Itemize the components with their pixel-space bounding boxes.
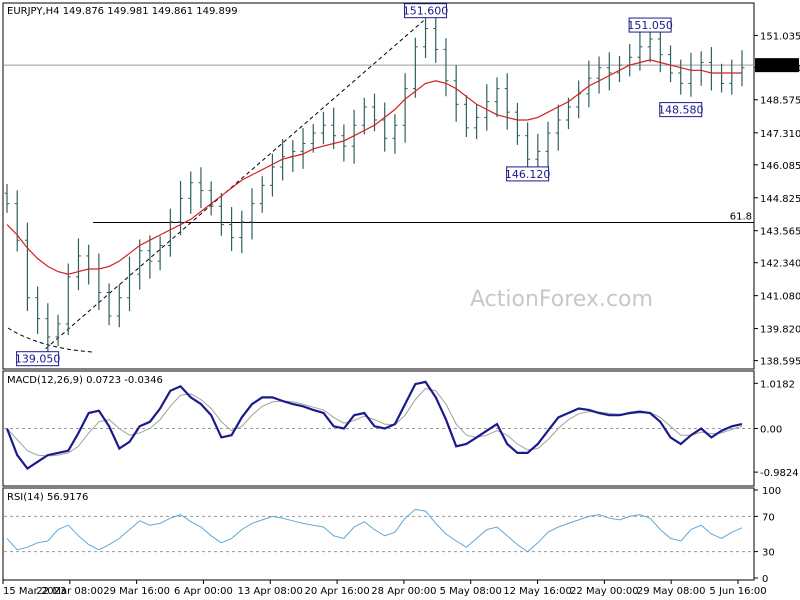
time-axis-label: 29 May 08:00 [637, 586, 706, 597]
time-axis-label: 28 Apr 00:00 [371, 586, 436, 597]
price-axis-label: 138.595 [760, 357, 800, 368]
time-axis-label: 22 May 00:00 [570, 586, 639, 597]
rsi-axis-label: 100 [762, 486, 781, 497]
price-panel-frame [2, 2, 755, 370]
callout-label: 151.050 [627, 19, 673, 32]
callout-label: 148.580 [658, 104, 704, 117]
callout-box [628, 17, 672, 33]
price-axis-label: 147.310 [760, 129, 800, 140]
price-axis-label: 142.340 [760, 259, 800, 270]
callout-box [659, 102, 703, 118]
time-axis-label: 12 May 16:00 [503, 586, 572, 597]
price-axis-label: 144.825 [760, 194, 800, 205]
macd-line [5, 380, 743, 470]
callout-box [16, 351, 60, 367]
time-axis-label: 5 May 08:00 [440, 586, 502, 597]
callout-label: 146.120 [505, 168, 551, 181]
rsi-plot [4, 508, 754, 553]
callout-box [506, 166, 550, 182]
callout-label: 151.600 [403, 5, 449, 18]
axis-labels: 151.035149.810148.575147.310146.085144.8… [2, 31, 800, 597]
time-axis-label: 13 Apr 08:00 [238, 586, 303, 597]
price-axis-label: 141.080 [760, 292, 800, 303]
time-axis-label: 15 Mar 2023 [3, 586, 66, 597]
price-axis-label: 148.575 [760, 96, 800, 107]
rsi-panel-frame [2, 487, 755, 581]
price-axis-label: 143.565 [760, 227, 800, 238]
time-axis-label: 29 Mar 16:00 [103, 586, 170, 597]
macd-axis-label: 1.0182 [760, 379, 795, 390]
time-axis-label: 5 Jun 16:00 [709, 586, 766, 597]
macd-plot [4, 380, 754, 470]
fib-level-label: 61.8 [730, 211, 752, 222]
last-price-label: 149.899 [758, 61, 799, 72]
rsi-axis-label: 30 [762, 548, 775, 559]
price-plot: 61.8 139.050 151.600 146.120 151.050 148.580 [4, 3, 754, 367]
price-axis-label: 146.085 [760, 161, 800, 172]
moving-average-line [6, 59, 742, 275]
rsi-axis-label: 70 [762, 512, 775, 523]
chart-header: EURJPY,H4 149.876 149.981 149.861 149.89… [7, 6, 238, 17]
callout-label: 139.050 [15, 353, 61, 366]
time-axis-label: 22 Mar 08:00 [36, 586, 103, 597]
rsi-label: RSI(14) 56.9176 [7, 492, 88, 503]
last-price-tag [755, 58, 799, 73]
macd-axis-label: -0.9824 [760, 468, 799, 479]
time-axis-label: 6 Apr 00:00 [174, 586, 233, 597]
macd-axis-label: 0.00 [760, 425, 782, 436]
price-axis-label: 139.820 [760, 325, 800, 336]
price-axis-label: 151.035 [760, 31, 800, 42]
trend-line-base [7, 327, 93, 353]
rsi-axis-label: 0 [762, 574, 768, 585]
rsi-line [6, 508, 743, 553]
time-axis-label: 20 Apr 16:00 [304, 586, 369, 597]
watermark: ActionForex.com [470, 287, 653, 312]
macd-label: MACD(12,26,9) 0.0723 -0.0346 [7, 375, 163, 386]
callout-box [404, 3, 448, 19]
